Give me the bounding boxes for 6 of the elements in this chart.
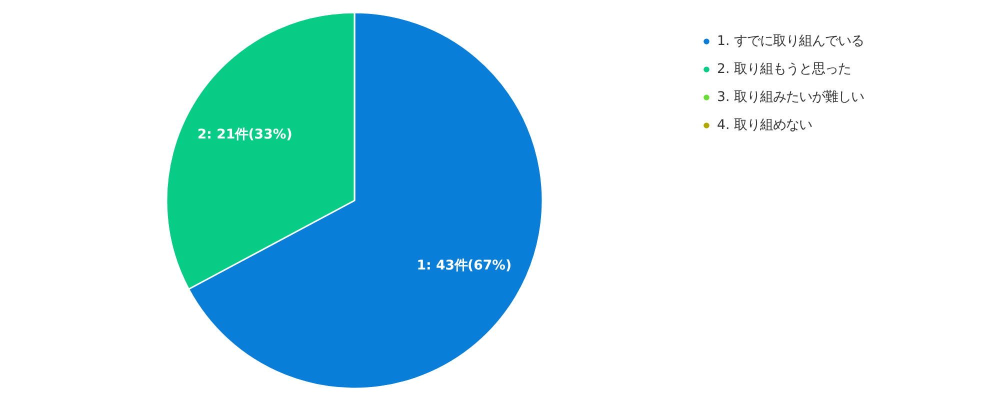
legend-label: 2. 取り組もうと思った (717, 61, 851, 78)
data-label: 1: 43件(67%) (416, 258, 512, 274)
legend-label: 1. すでに取り組んでいる (717, 33, 864, 50)
data-label: 2: 21件(33%) (197, 127, 292, 142)
legend-label: 3. 取り組みたいが難しい (717, 89, 864, 106)
legend-label: 4. 取り組めない (717, 117, 812, 134)
